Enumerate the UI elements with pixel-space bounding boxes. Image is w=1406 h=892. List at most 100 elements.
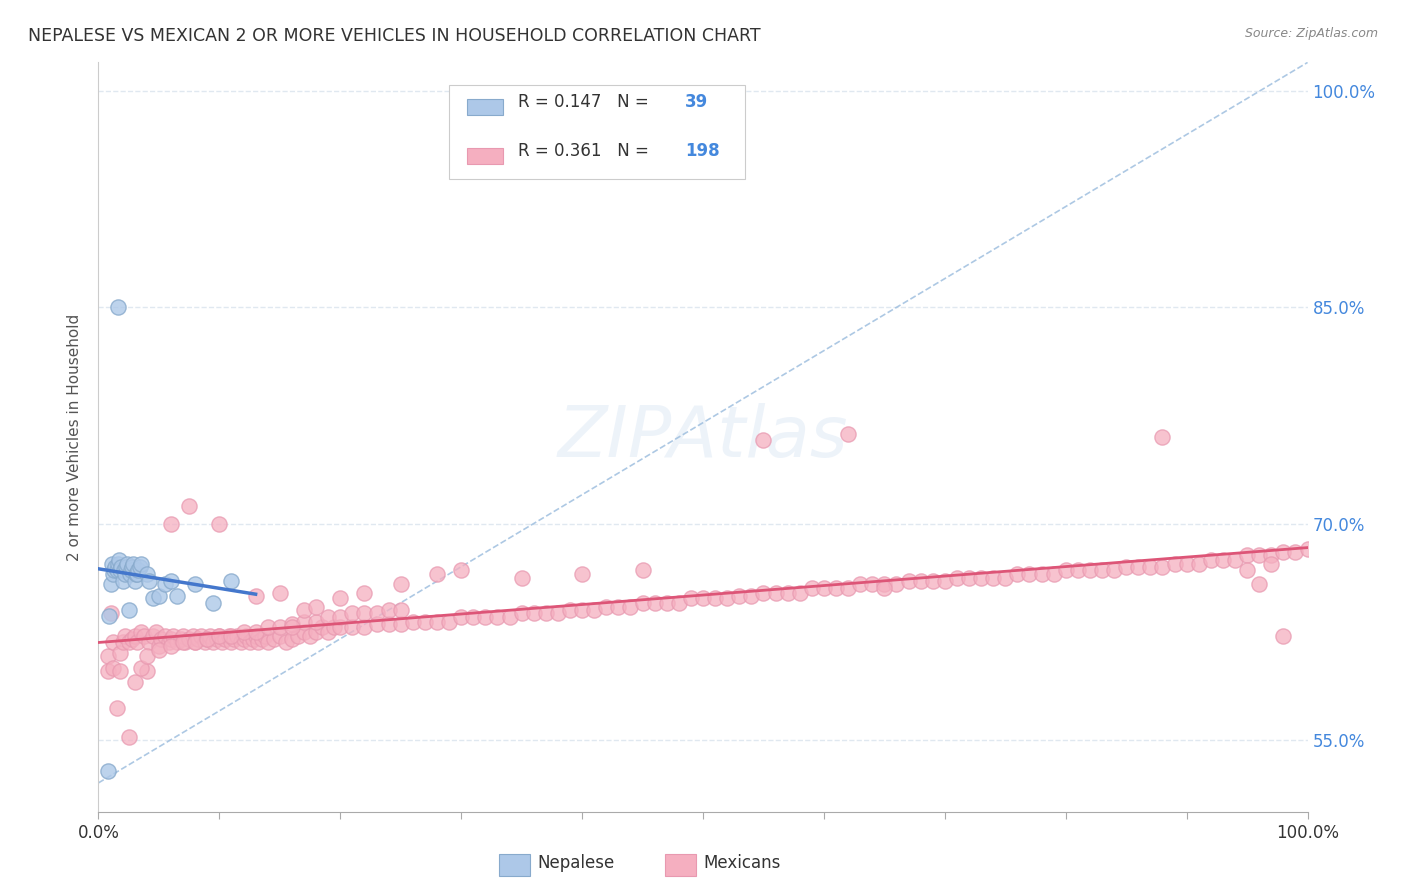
Point (127, 634, 149, 648)
Point (292, 603, 315, 617)
Point (157, 634, 180, 648)
Point (263, 632, 285, 646)
Point (1054, 563, 1077, 577)
Point (172, 634, 194, 648)
Point (101, 660, 124, 674)
Point (104, 559, 127, 574)
Point (97, 649, 120, 664)
Text: ZIPAtlas: ZIPAtlas (558, 402, 848, 472)
Point (166, 589, 188, 603)
Point (97, 664, 120, 678)
Point (105, 563, 128, 577)
Point (101, 634, 124, 648)
Point (873, 577, 896, 591)
Point (934, 574, 956, 589)
Point (849, 577, 872, 591)
Point (281, 632, 304, 646)
Point (450, 563, 472, 577)
Point (190, 629, 212, 643)
Point (377, 603, 399, 617)
Point (211, 634, 233, 648)
Point (1091, 563, 1114, 577)
Point (1296, 542, 1319, 557)
Point (389, 577, 412, 591)
Point (232, 624, 254, 639)
Point (195, 632, 218, 646)
Point (120, 563, 142, 577)
Text: R = 0.361   N =: R = 0.361 N = (517, 142, 654, 160)
Text: Mexicans: Mexicans (703, 855, 780, 872)
Point (1115, 559, 1137, 574)
Point (1199, 552, 1222, 566)
Point (135, 566, 157, 581)
Point (631, 563, 654, 577)
Point (221, 634, 243, 648)
Point (129, 557, 152, 571)
Point (1249, 577, 1271, 591)
Point (825, 582, 848, 596)
Point (148, 643, 170, 657)
Point (97, 764, 120, 779)
Point (426, 566, 449, 581)
Point (245, 589, 267, 603)
Point (1152, 430, 1174, 444)
Point (208, 629, 231, 643)
Point (135, 664, 157, 678)
Point (138, 634, 160, 648)
Point (125, 566, 148, 581)
Point (245, 629, 267, 643)
Point (366, 606, 388, 620)
FancyBboxPatch shape (449, 85, 745, 178)
Point (1223, 552, 1246, 566)
Point (226, 629, 249, 643)
Point (195, 632, 218, 646)
Point (269, 629, 291, 643)
Point (105, 701, 128, 715)
Point (247, 634, 270, 648)
Point (269, 620, 291, 634)
Point (142, 591, 165, 606)
Point (142, 629, 165, 643)
Point (118, 603, 141, 617)
Point (128, 559, 150, 574)
Point (187, 632, 209, 646)
Point (837, 582, 859, 596)
Point (595, 600, 617, 615)
Point (121, 559, 143, 574)
Point (118, 634, 141, 648)
Point (571, 566, 593, 581)
Point (644, 596, 666, 610)
Point (239, 634, 262, 648)
Point (389, 617, 412, 632)
Point (153, 629, 176, 643)
Point (107, 557, 129, 571)
Point (728, 589, 751, 603)
Point (765, 585, 787, 599)
Text: 198: 198 (685, 142, 720, 160)
Point (789, 585, 811, 599)
Point (910, 574, 932, 589)
Point (486, 610, 509, 624)
Point (269, 585, 291, 599)
Point (184, 634, 207, 648)
FancyBboxPatch shape (467, 99, 503, 115)
Point (353, 585, 375, 599)
Point (250, 632, 273, 646)
Point (1007, 566, 1029, 581)
Point (957, 571, 980, 585)
Point (837, 427, 859, 442)
Point (117, 557, 139, 571)
Point (100, 606, 122, 620)
Y-axis label: 2 or more Vehicles in Household: 2 or more Vehicles in Household (67, 313, 83, 561)
Point (118, 730, 141, 744)
Point (208, 629, 231, 643)
Point (160, 639, 183, 653)
Point (103, 563, 125, 577)
Point (115, 559, 138, 574)
Point (413, 615, 436, 629)
Point (305, 600, 328, 615)
Point (704, 591, 727, 606)
Point (118, 566, 141, 581)
Point (437, 615, 460, 629)
Point (1018, 566, 1040, 581)
